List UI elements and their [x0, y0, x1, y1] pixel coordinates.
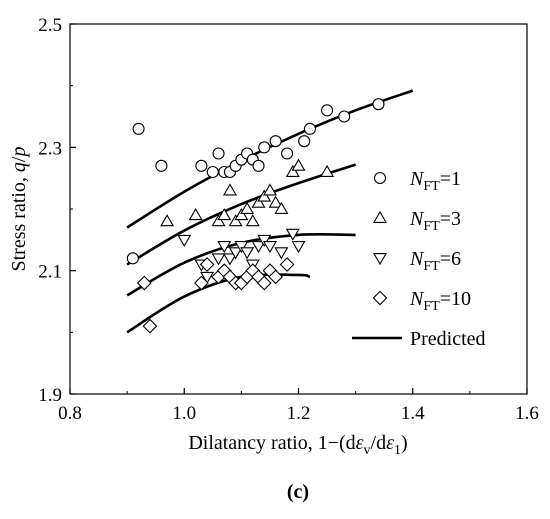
x-tick-label: 1.6	[515, 403, 539, 424]
legend-label-predicted: Predicted	[410, 328, 486, 350]
data-point-series-2	[188, 208, 203, 221]
data-point-series-2	[291, 158, 306, 171]
data-point-series-1	[195, 159, 208, 172]
data-point-series-2	[245, 214, 260, 227]
x-tick-label: 1.4	[401, 403, 425, 424]
data-point-series-1	[372, 98, 385, 111]
data-point-series-3	[217, 241, 232, 254]
data-point-series-4	[279, 257, 295, 272]
data-point-series-2	[262, 183, 277, 196]
legend-label-series-4: NFT=10	[409, 288, 471, 314]
data-point-series-1	[303, 122, 316, 135]
data-point-series-3	[291, 241, 306, 254]
legend-marker-series-3	[372, 253, 388, 266]
points-layer	[126, 98, 385, 334]
data-point-series-3	[262, 241, 277, 254]
y-axis-label: Stress ratio, q/p	[8, 147, 30, 272]
y-axis-label-slash: /	[8, 156, 30, 162]
y-tick-label: 2.1	[38, 262, 62, 283]
data-point-series-4	[268, 269, 284, 285]
data-point-series-2	[268, 195, 283, 208]
legend-marker-series-4	[372, 290, 388, 306]
data-point-series-2	[274, 201, 289, 214]
legend-label-series-1: NFT=1	[409, 168, 461, 194]
data-point-series-4	[256, 275, 272, 291]
x-axis-label-sub-v: v	[364, 443, 371, 458]
data-point-series-3	[211, 253, 226, 266]
data-point-series-2	[217, 208, 232, 221]
data-point-series-2	[222, 183, 237, 196]
x-axis-label-mid: /d	[371, 432, 387, 454]
data-point-series-2	[234, 208, 249, 221]
data-point-series-1	[252, 159, 265, 172]
data-point-series-4	[199, 257, 215, 272]
y-tick-label: 2.5	[38, 15, 62, 36]
data-point-series-1	[212, 147, 225, 160]
y-axis-label-prefix: Stress ratio,	[8, 172, 30, 271]
data-point-series-1	[155, 159, 168, 172]
data-point-series-4	[136, 275, 152, 291]
data-point-series-1	[126, 252, 139, 265]
y-axis-label-q: q	[8, 162, 30, 172]
data-point-series-3	[228, 247, 243, 260]
data-point-series-3	[234, 241, 249, 254]
data-point-series-3	[222, 253, 237, 266]
y-axis-label-p: p	[8, 147, 30, 159]
legend-label-series-2: NFT=3	[409, 208, 461, 234]
fit-line-series-2	[126, 163, 357, 266]
y-tick-label: 2.3	[38, 138, 62, 159]
x-axis-label-eps-v: ε	[356, 432, 364, 454]
x-axis-label-prefix: Dilatancy ratio, 1−(d	[188, 432, 355, 454]
legend-label-series-3: NFT=6	[409, 248, 461, 274]
data-point-series-1	[132, 122, 145, 135]
data-point-series-2	[160, 214, 175, 227]
x-axis-label-eps-1: ε	[386, 432, 394, 454]
data-point-series-2	[285, 164, 300, 177]
data-point-series-3	[274, 247, 289, 260]
data-point-series-4	[194, 275, 209, 291]
data-point-series-4	[142, 318, 158, 334]
data-point-series-2	[211, 214, 226, 227]
data-point-series-3	[251, 241, 266, 254]
figure-caption: (c)	[287, 481, 309, 503]
data-point-series-1	[281, 147, 294, 160]
data-point-series-2	[251, 195, 266, 208]
data-point-series-1	[206, 165, 219, 179]
legend-marker-series-2	[372, 210, 388, 223]
x-axis-label-sub-1: 1	[394, 443, 401, 458]
data-point-series-1	[298, 135, 311, 148]
y-tick-label: 1.9	[38, 385, 62, 406]
data-point-series-1	[269, 135, 282, 148]
data-point-series-3	[177, 234, 192, 247]
data-point-series-3	[257, 234, 272, 247]
data-point-series-2	[228, 214, 243, 227]
data-point-series-3	[200, 271, 215, 284]
x-axis-label: Dilatancy ratio, 1−(dεv/dε1)	[188, 432, 407, 458]
x-tick-label: 1.2	[287, 403, 311, 424]
x-axis-label-suffix: )	[401, 432, 408, 454]
data-point-series-2	[240, 201, 255, 214]
data-point-series-1	[338, 110, 351, 123]
fits-layer	[126, 89, 414, 334]
data-point-series-3	[240, 247, 255, 260]
x-tick-label: 1.0	[172, 403, 196, 424]
legend: NFT=1 NFT=3 NFT=6 NFT=10 Predicted	[352, 168, 486, 350]
data-point-series-2	[257, 189, 272, 202]
legend-marker-series-1	[373, 171, 387, 185]
x-tick-label: 0.8	[58, 403, 82, 424]
data-point-series-1	[321, 104, 334, 117]
data-point-series-2	[320, 164, 335, 177]
ticks-layer: 0.8 1.0 1.2 1.4 1.6 1.9 2.1 2.3 2.5	[38, 15, 539, 424]
data-point-series-1	[258, 141, 271, 154]
data-point-series-3	[285, 228, 300, 241]
